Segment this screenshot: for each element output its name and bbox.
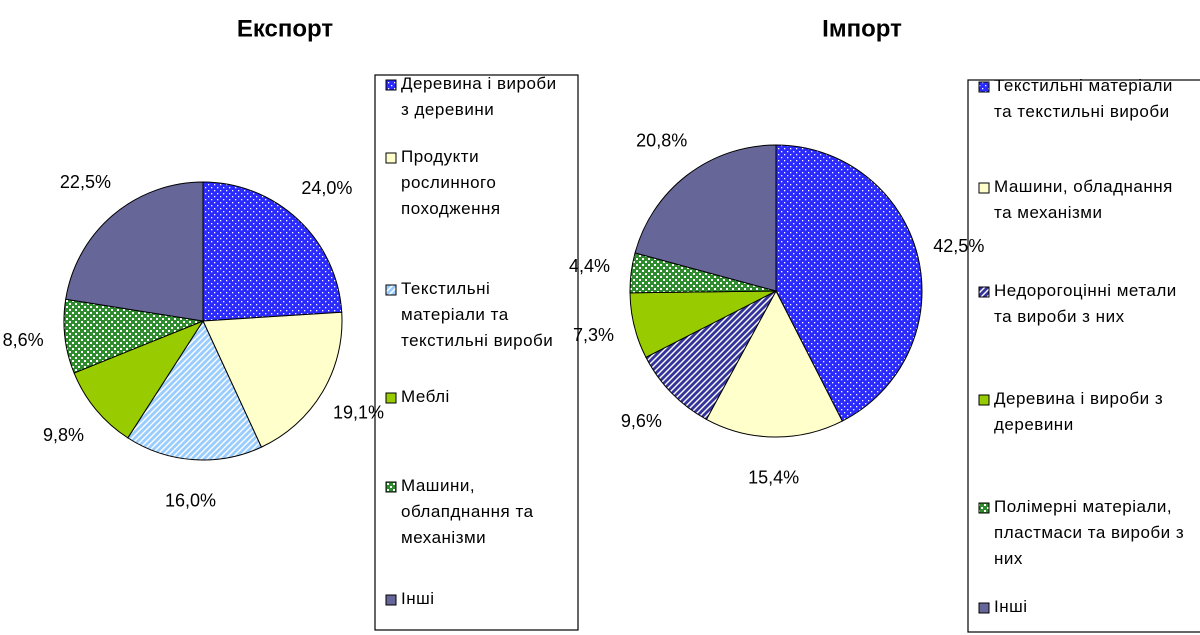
legend-box [967, 79, 1200, 633]
legend-label: Текстильні матеріали та текстильні вироб… [401, 279, 554, 350]
data-label: 22,5% [60, 172, 111, 192]
legend-marker [978, 81, 990, 93]
legend-label: Меблі [401, 387, 450, 406]
legend-label: Інші [994, 597, 1028, 616]
pie-slice [65, 181, 204, 322]
legend-marker [385, 481, 397, 493]
pie-slice [705, 289, 843, 438]
legend-box [374, 74, 579, 631]
legend-label: Недорогоцінні метали та вироби з них [994, 281, 1177, 326]
legend-marker [385, 392, 397, 404]
pie-slice [202, 311, 343, 448]
legend-label: Машини, облапднання та механізми [401, 476, 534, 547]
legend-label: Машини, обладнання та механізми [994, 177, 1173, 222]
data-label: 9,6% [621, 411, 662, 431]
legend-marker [978, 182, 990, 194]
legend-label: Інші [401, 589, 435, 608]
legend-label: Полімерні матеріали, пластмаси та вироби… [994, 497, 1185, 568]
legend-marker [385, 284, 397, 296]
pie-slice [127, 319, 263, 461]
data-label: 7,3% [573, 325, 614, 345]
pie-slice [645, 289, 778, 421]
data-label: 42,5% [933, 236, 984, 256]
legend-marker [978, 502, 990, 514]
data-label: 16,0% [165, 490, 216, 510]
data-label: 15,4% [748, 468, 799, 488]
chart-title: Імпорт [822, 15, 902, 42]
legend-marker [385, 594, 397, 606]
legend-marker [385, 79, 397, 91]
legend-label: Деревина і вироби з деревини [994, 389, 1164, 434]
data-label: 19,1% [333, 402, 384, 422]
pie-slice [202, 181, 343, 322]
pie-slice [73, 319, 205, 439]
legend-marker [978, 394, 990, 406]
chart-title: Експорт [237, 15, 334, 42]
pie-slice [634, 144, 777, 292]
legend-marker [978, 602, 990, 614]
legend-label: Продукти рослинного походження [401, 147, 501, 218]
legend-label: Деревина і вироби з деревини [401, 74, 557, 119]
data-label: 4,4% [569, 256, 610, 276]
data-label: 8,6% [3, 330, 44, 350]
legend-label: Текстильні матеріали та текстильні вироб… [994, 76, 1173, 121]
legend-marker [385, 152, 397, 164]
data-label: 24,0% [301, 178, 352, 198]
data-label: 9,8% [43, 425, 84, 445]
pie-slice [775, 144, 923, 422]
data-label: 20,8% [636, 130, 687, 150]
legend-marker [978, 286, 990, 298]
